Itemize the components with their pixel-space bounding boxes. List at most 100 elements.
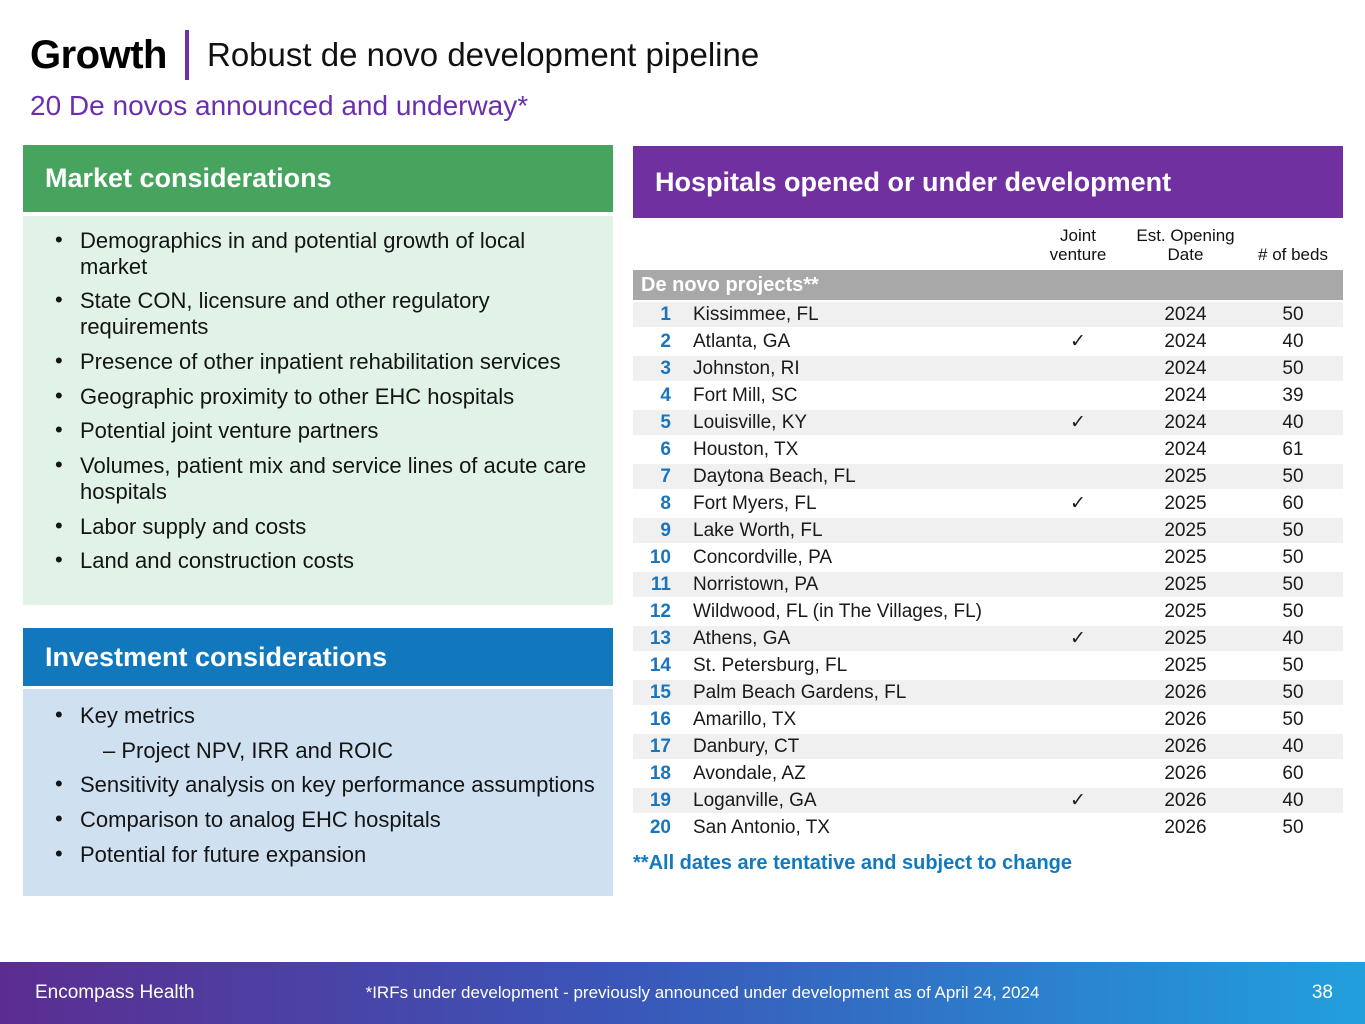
- opening-date-cell: 2024: [1164, 385, 1207, 407]
- list-item: • Key metrics: [23, 702, 595, 729]
- row-number: 2: [660, 331, 671, 353]
- beds-cell: 50: [1282, 709, 1304, 731]
- opening-date-cell: 2025: [1164, 547, 1207, 569]
- joint-venture-cell: [1028, 464, 1128, 489]
- beds-cell: 40: [1282, 790, 1304, 812]
- list-item-label: Sensitivity analysis on key performance …: [80, 772, 595, 798]
- city-label: Loganville, GA: [693, 790, 817, 812]
- beds-cell: 50: [1282, 817, 1304, 839]
- bullet-icon: •: [55, 417, 63, 443]
- city-label: Danbury, CT: [693, 736, 800, 758]
- opening-date-cell: 2026: [1164, 763, 1207, 785]
- list-item: • Land and construction costs: [23, 547, 595, 574]
- beds-cell: 50: [1282, 520, 1304, 542]
- city-label: Johnston, RI: [693, 358, 800, 380]
- check-icon: ✓: [1070, 493, 1086, 515]
- beds-cell: 50: [1282, 466, 1304, 488]
- slide-header: Growth Robust de novo development pipeli…: [30, 30, 759, 122]
- list-item-label: State CON, licensure and other regulator…: [80, 288, 490, 340]
- opening-date-cell: 2026: [1164, 709, 1207, 731]
- section-kicker: Growth: [30, 32, 167, 77]
- table-row: 15 Palm Beach Gardens, FL 2026 50: [633, 680, 1343, 708]
- investment-considerations-list: • Key metrics – Project NPV, IRR and ROIC •…: [23, 702, 595, 867]
- city-label: St. Petersburg, FL: [693, 655, 848, 677]
- row-number: 13: [649, 628, 671, 650]
- joint-venture-cell: [1028, 572, 1128, 597]
- bullet-icon: •: [55, 452, 63, 478]
- city-label: Wildwood, FL (in The Villages, FL): [693, 601, 982, 623]
- row-number: 9: [660, 520, 671, 542]
- beds-cell: 50: [1282, 655, 1304, 677]
- row-number: 17: [649, 736, 671, 758]
- opening-date-cell: 2024: [1164, 358, 1207, 380]
- joint-venture-cell: [1028, 518, 1128, 543]
- bullet-icon: •: [55, 840, 63, 866]
- check-icon: ✓: [1070, 628, 1086, 650]
- table-row: 8 Fort Myers, FL ✓ 2025 60: [633, 491, 1343, 519]
- beds-cell: 50: [1282, 304, 1304, 326]
- city-label: Atlanta, GA: [693, 331, 791, 353]
- opening-date-cell: 2025: [1164, 628, 1207, 650]
- investment-considerations-header: Investment considerations: [23, 628, 613, 686]
- list-item-label: Potential joint venture partners: [80, 418, 379, 444]
- list-item-label: Land and construction costs: [80, 548, 354, 574]
- page-subtitle: 20 De novos announced and underway*: [30, 90, 529, 121]
- page-number: 38: [1311, 982, 1333, 1003]
- city-label: Athens, GA: [693, 628, 791, 650]
- row-number: 7: [660, 466, 671, 488]
- table-row: 1 Kissimmee, FL 2024 50: [633, 302, 1343, 330]
- beds-cell: 60: [1282, 763, 1304, 785]
- table-row: 11 Norristown, PA 2025 50: [633, 572, 1343, 600]
- bullet-icon: •: [55, 347, 63, 373]
- list-item: • Sensitivity analysis on key performance…: [23, 771, 595, 798]
- opening-date-cell: 2025: [1164, 601, 1207, 623]
- beds-cell: 40: [1282, 736, 1304, 758]
- pipeline-header: Hospitals opened or under development: [633, 146, 1343, 218]
- opening-date-cell: 2024: [1164, 331, 1207, 353]
- considerations-column: Market considerations • Demographics in a…: [23, 145, 613, 896]
- title-divider: [184, 30, 189, 80]
- list-item-label: Demographics in and potential growth of …: [80, 228, 526, 279]
- table-row: 9 Lake Worth, FL 2025 50: [633, 518, 1343, 546]
- beds-cell: 40: [1282, 331, 1304, 353]
- page-title: Robust de novo development pipeline: [206, 36, 760, 73]
- row-number: 15: [649, 682, 671, 704]
- pipeline-panel: Hospitals opened or under development Jo…: [633, 146, 1343, 875]
- joint-venture-cell: [1028, 761, 1128, 786]
- table-row: 17 Danbury, CT 2026 40: [633, 734, 1343, 762]
- row-number: 11: [650, 574, 671, 596]
- list-item-label: Volumes, patient mix and service lines o…: [80, 453, 587, 504]
- market-considerations-body: • Demographics in and potential growth of…: [23, 216, 613, 605]
- column-header-joint-venture: Joint venture: [1049, 226, 1107, 265]
- joint-venture-cell: [1028, 599, 1128, 624]
- row-number: 4: [660, 385, 671, 407]
- joint-venture-cell: [1028, 383, 1128, 408]
- table-row: 14 St. Petersburg, FL 2025 50: [633, 653, 1343, 681]
- table-row: 13 Athens, GA ✓ 2025 40: [633, 626, 1343, 654]
- city-label: Amarillo, TX: [693, 709, 797, 731]
- city-label: Concordville, PA: [693, 547, 833, 569]
- city-label: Houston, TX: [693, 439, 799, 461]
- opening-date-cell: 2024: [1164, 412, 1207, 434]
- table-row: 10 Concordville, PA 2025 50: [633, 545, 1343, 573]
- list-item-label: Labor supply and costs: [80, 513, 307, 539]
- joint-venture-cell: [1028, 815, 1128, 840]
- joint-venture-cell: [1028, 653, 1128, 678]
- table-section-label: De novo projects**: [641, 274, 819, 297]
- table-row: 12 Wildwood, FL (in The Villages, FL) 2025…: [633, 599, 1343, 627]
- city-label: Daytona Beach, FL: [693, 466, 856, 488]
- table-row: 6 Houston, TX 2024 61: [633, 437, 1343, 465]
- list-item: • State CON, licensure and other regulato…: [23, 287, 595, 340]
- bullet-icon: •: [55, 382, 63, 408]
- bullet-icon: •: [55, 805, 63, 831]
- row-number: 5: [660, 412, 671, 434]
- market-considerations-title: Market considerations: [45, 163, 332, 193]
- table-row: 7 Daytona Beach, FL 2025 50: [633, 464, 1343, 492]
- beds-cell: 40: [1282, 628, 1304, 650]
- row-number: 6: [660, 439, 671, 461]
- bullet-icon: •: [55, 771, 63, 797]
- beds-cell: 40: [1282, 412, 1304, 434]
- city-label: Louisville, KY: [693, 412, 808, 434]
- joint-venture-cell: [1028, 545, 1128, 570]
- row-number: 14: [649, 655, 671, 677]
